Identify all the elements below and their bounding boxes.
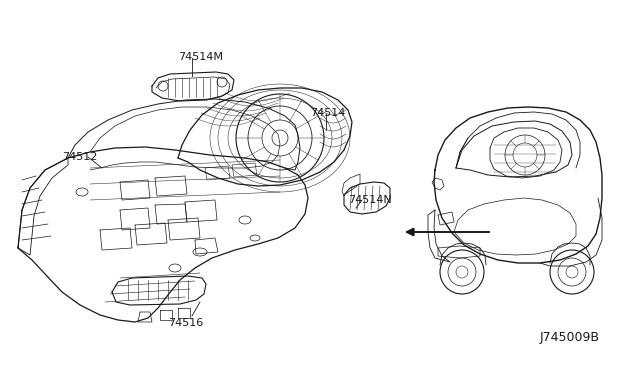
Text: 74512: 74512 [62, 152, 97, 162]
Text: J745009B: J745009B [540, 331, 600, 344]
Text: 74514N: 74514N [348, 195, 392, 205]
Text: 74516: 74516 [168, 318, 204, 328]
Text: 74514: 74514 [310, 108, 346, 118]
Text: 74514M: 74514M [178, 52, 223, 62]
